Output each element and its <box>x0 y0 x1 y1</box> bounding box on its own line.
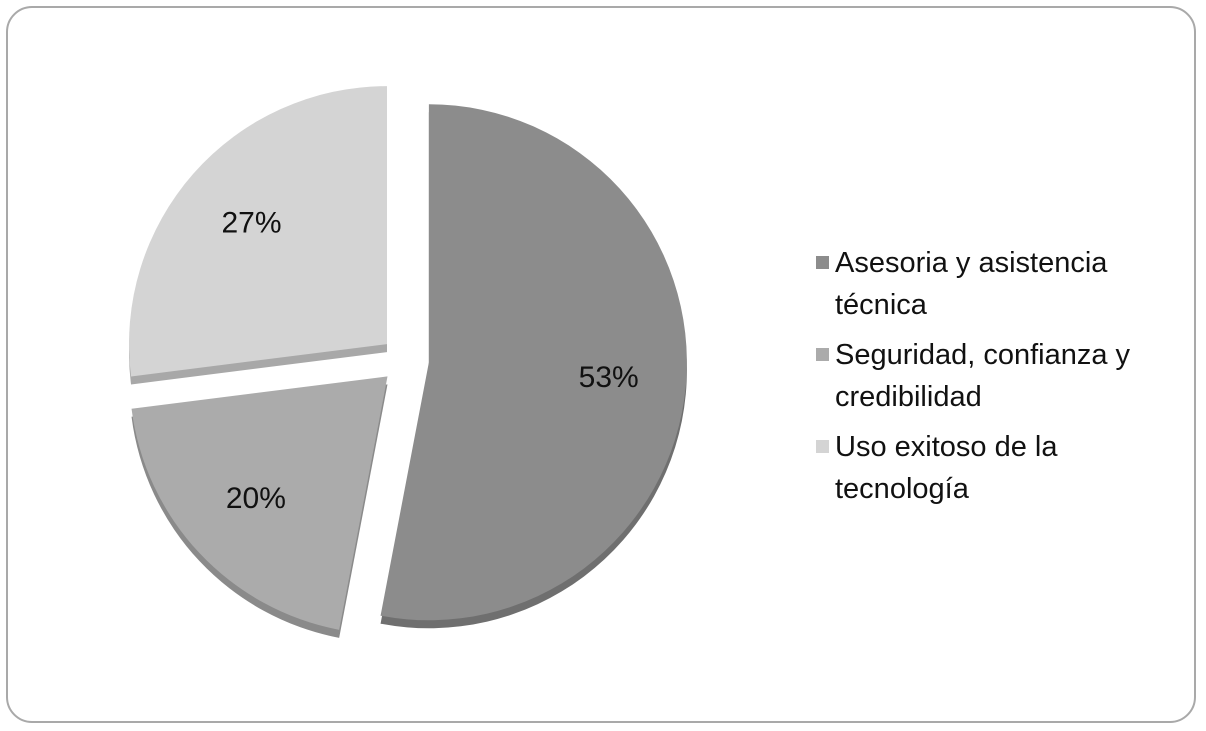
legend-label-asesoria: Asesoria y asistencia técnica <box>835 247 1108 321</box>
legend-swatch-seguridad <box>816 348 829 361</box>
pie-label-asesoria: 53% <box>579 361 639 394</box>
legend-swatch-asesoria <box>816 256 829 269</box>
pie-slice-seguridad <box>131 376 388 630</box>
chart-legend: Asesoria y asistencia técnica Seguridad,… <box>816 242 1196 518</box>
pie-slice-uso-exitoso <box>128 86 387 377</box>
pie-chart: 53% 20% 27% <box>128 86 687 638</box>
pie-label-seguridad: 20% <box>226 482 286 515</box>
pie-slice-asesoria <box>380 104 687 621</box>
legend-label-uso-exitoso: Uso exitoso de la tecnología <box>835 431 1058 505</box>
pie-label-uso-exitoso: 27% <box>222 207 282 240</box>
legend-item-asesoria: Asesoria y asistencia técnica <box>816 242 1196 326</box>
legend-swatch-uso-exitoso <box>816 440 829 453</box>
legend-item-seguridad: Seguridad, confianza y credibilidad <box>816 334 1196 418</box>
legend-item-uso-exitoso: Uso exitoso de la tecnología <box>816 426 1196 510</box>
legend-label-seguridad: Seguridad, confianza y credibilidad <box>835 339 1131 413</box>
